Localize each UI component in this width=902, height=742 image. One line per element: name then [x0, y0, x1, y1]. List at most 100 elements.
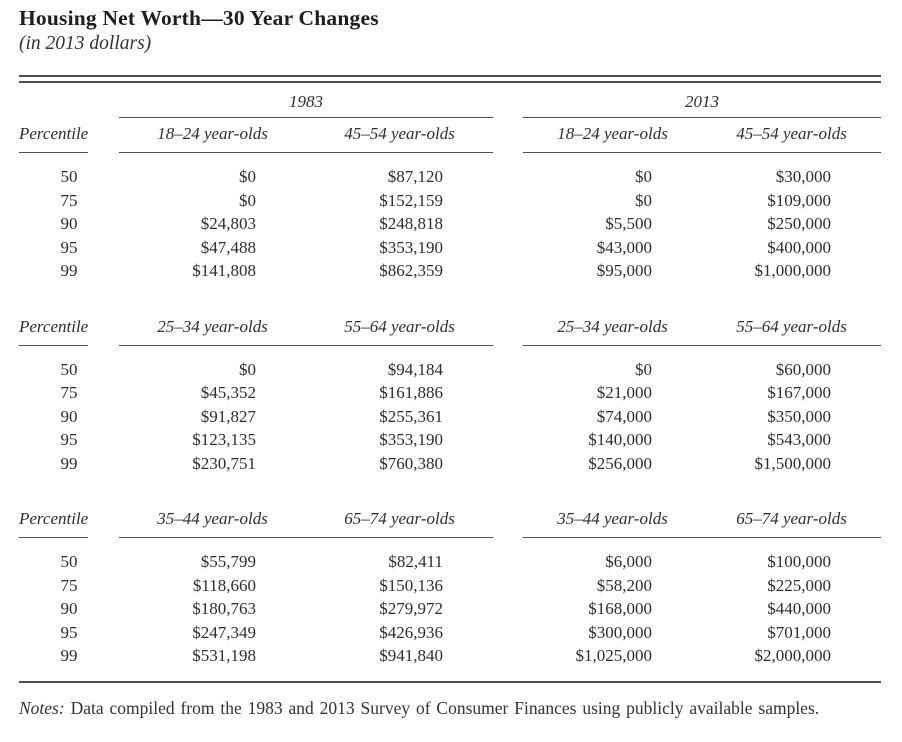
- value-cell: $87,120: [387, 167, 443, 186]
- year-spanner-row: 1983 2013: [19, 83, 881, 118]
- notes: Notes: Data compiled from the 1983 and 2…: [19, 696, 881, 721]
- value-cell: $531,198: [192, 646, 256, 665]
- value-cell: $353,190: [379, 237, 443, 257]
- percentile-cell: 99: [60, 646, 78, 665]
- column-gap: [493, 259, 523, 283]
- notes-text: Data compiled from the 1983 and 2013 Sur…: [70, 697, 820, 718]
- group-2013-columns: 35–44 year-olds 65–74 year-olds: [523, 508, 881, 538]
- value-cell: $353,190: [379, 430, 443, 449]
- table-row: 90 $91,827 $255,361 $74,000 $350,000: [19, 405, 881, 429]
- value-cell: $0: [239, 359, 256, 379]
- value-cell: $230,751: [192, 453, 256, 473]
- value-cell: $140,000: [588, 430, 652, 449]
- column-header: 65–74 year-olds: [344, 509, 455, 528]
- column-header: 35–44 year-olds: [557, 509, 668, 528]
- value-cell: $30,000: [775, 167, 831, 186]
- value-cell: $255,361: [379, 406, 443, 426]
- column-gap: [493, 189, 523, 213]
- percentile-header-label: Percentile: [19, 123, 89, 153]
- value-cell: $426,936: [379, 622, 443, 642]
- column-gap: [493, 316, 523, 346]
- column-gap: [493, 550, 523, 574]
- percentile-cell: 50: [60, 359, 78, 379]
- column-gap: [493, 91, 523, 118]
- value-cell: $58,200: [596, 575, 652, 595]
- value-cell: $0: [635, 190, 652, 210]
- value-cell: $0: [635, 359, 652, 379]
- column-header: 18–24 year-olds: [557, 124, 668, 143]
- value-cell: $0: [239, 167, 256, 186]
- percentile-cell: 95: [60, 430, 78, 449]
- column-header: 18–24 year-olds: [157, 124, 268, 143]
- value-cell: $91,827: [200, 406, 256, 426]
- value-cell: $250,000: [767, 214, 831, 233]
- value-cell: $300,000: [588, 622, 652, 642]
- column-gap: [493, 123, 523, 153]
- value-cell: $279,972: [379, 599, 443, 618]
- percentile-header: Percentile: [19, 508, 119, 538]
- notes-label: Notes:: [19, 697, 65, 718]
- section-header-row: Percentile 25–34 year-olds 55–64 year-ol…: [19, 311, 881, 346]
- page-subtitle: (in 2013 dollars): [19, 33, 152, 54]
- table-row: 50 $0 $87,120 $0 $30,000: [19, 165, 881, 189]
- value-cell: $941,840: [379, 646, 443, 665]
- section-data: 50 $0 $94,184 $0 $60,000 75 $45,352 $161…: [19, 358, 881, 476]
- percentile-cell: 99: [60, 453, 78, 473]
- percentile-cell: 90: [60, 214, 78, 233]
- section-header-row: Percentile 35–44 year-olds 65–74 year-ol…: [19, 503, 881, 538]
- table-row: 90 $180,763 $279,972 $168,000 $440,000: [19, 597, 881, 621]
- spacer-cell: [19, 91, 119, 118]
- percentile-header-label: Percentile: [19, 508, 89, 538]
- value-cell: $1,025,000: [575, 646, 653, 665]
- column-header: 25–34 year-olds: [557, 316, 668, 336]
- value-cell: $2,000,000: [754, 646, 832, 665]
- value-cell: $152,159: [379, 190, 443, 210]
- column-gap: [493, 428, 523, 452]
- value-cell: $0: [239, 190, 256, 210]
- value-cell: $1,500,000: [754, 453, 832, 473]
- column-gap: [493, 508, 523, 538]
- value-cell: $760,380: [379, 453, 443, 473]
- table-row: 95 $247,349 $426,936 $300,000 $701,000: [19, 621, 881, 645]
- value-cell: $180,763: [192, 599, 256, 618]
- value-cell: $5,500: [605, 214, 652, 233]
- value-cell: $350,000: [767, 406, 831, 426]
- column-header: 55–64 year-olds: [736, 316, 847, 336]
- value-cell: $47,488: [200, 237, 256, 257]
- table-row: 99 $531,198 $941,840 $1,025,000 $2,000,0…: [19, 644, 881, 668]
- table-row: 95 $123,135 $353,190 $140,000 $543,000: [19, 428, 881, 452]
- percentile-header: Percentile: [19, 316, 119, 346]
- column-header: 25–34 year-olds: [157, 316, 268, 336]
- group-1983-columns: 35–44 year-olds 65–74 year-olds: [119, 508, 493, 538]
- table-row: 50 $55,799 $82,411 $6,000 $100,000: [19, 550, 881, 574]
- value-cell: $95,000: [596, 261, 652, 280]
- value-cell: $0: [635, 167, 652, 186]
- section-header-row: Percentile 18–24 year-olds 45–54 year-ol…: [19, 118, 881, 153]
- page-title: Housing Net Worth—30 Year Changes: [19, 6, 379, 30]
- table-row: 95 $47,488 $353,190 $43,000 $400,000: [19, 236, 881, 260]
- year-header-1983: 1983: [119, 91, 493, 118]
- column-gap: [493, 452, 523, 476]
- percentile-cell: 90: [60, 599, 78, 618]
- table-row: 75 $45,352 $161,886 $21,000 $167,000: [19, 381, 881, 405]
- value-cell: $543,000: [767, 430, 831, 449]
- value-cell: $167,000: [767, 383, 831, 402]
- column-gap: [493, 358, 523, 382]
- value-cell: $94,184: [387, 359, 443, 379]
- group-1983-columns: 18–24 year-olds 45–54 year-olds: [119, 123, 493, 153]
- column-header: 45–54 year-olds: [344, 124, 455, 143]
- column-gap: [493, 165, 523, 189]
- percentile-cell: 75: [60, 575, 78, 595]
- column-gap: [493, 212, 523, 236]
- percentile-cell: 50: [60, 552, 78, 571]
- table-row: 90 $24,803 $248,818 $5,500 $250,000: [19, 212, 881, 236]
- column-header: 65–74 year-olds: [736, 509, 847, 528]
- value-cell: $161,886: [379, 383, 443, 402]
- year-header-2013: 2013: [523, 91, 881, 118]
- percentile-cell: 50: [60, 167, 78, 186]
- value-cell: $45,352: [200, 383, 256, 402]
- value-cell: $862,359: [379, 261, 443, 280]
- column-gap: [493, 597, 523, 621]
- column-header: 55–64 year-olds: [344, 316, 455, 336]
- section-data: 50 $55,799 $82,411 $6,000 $100,000 75 $1…: [19, 550, 881, 668]
